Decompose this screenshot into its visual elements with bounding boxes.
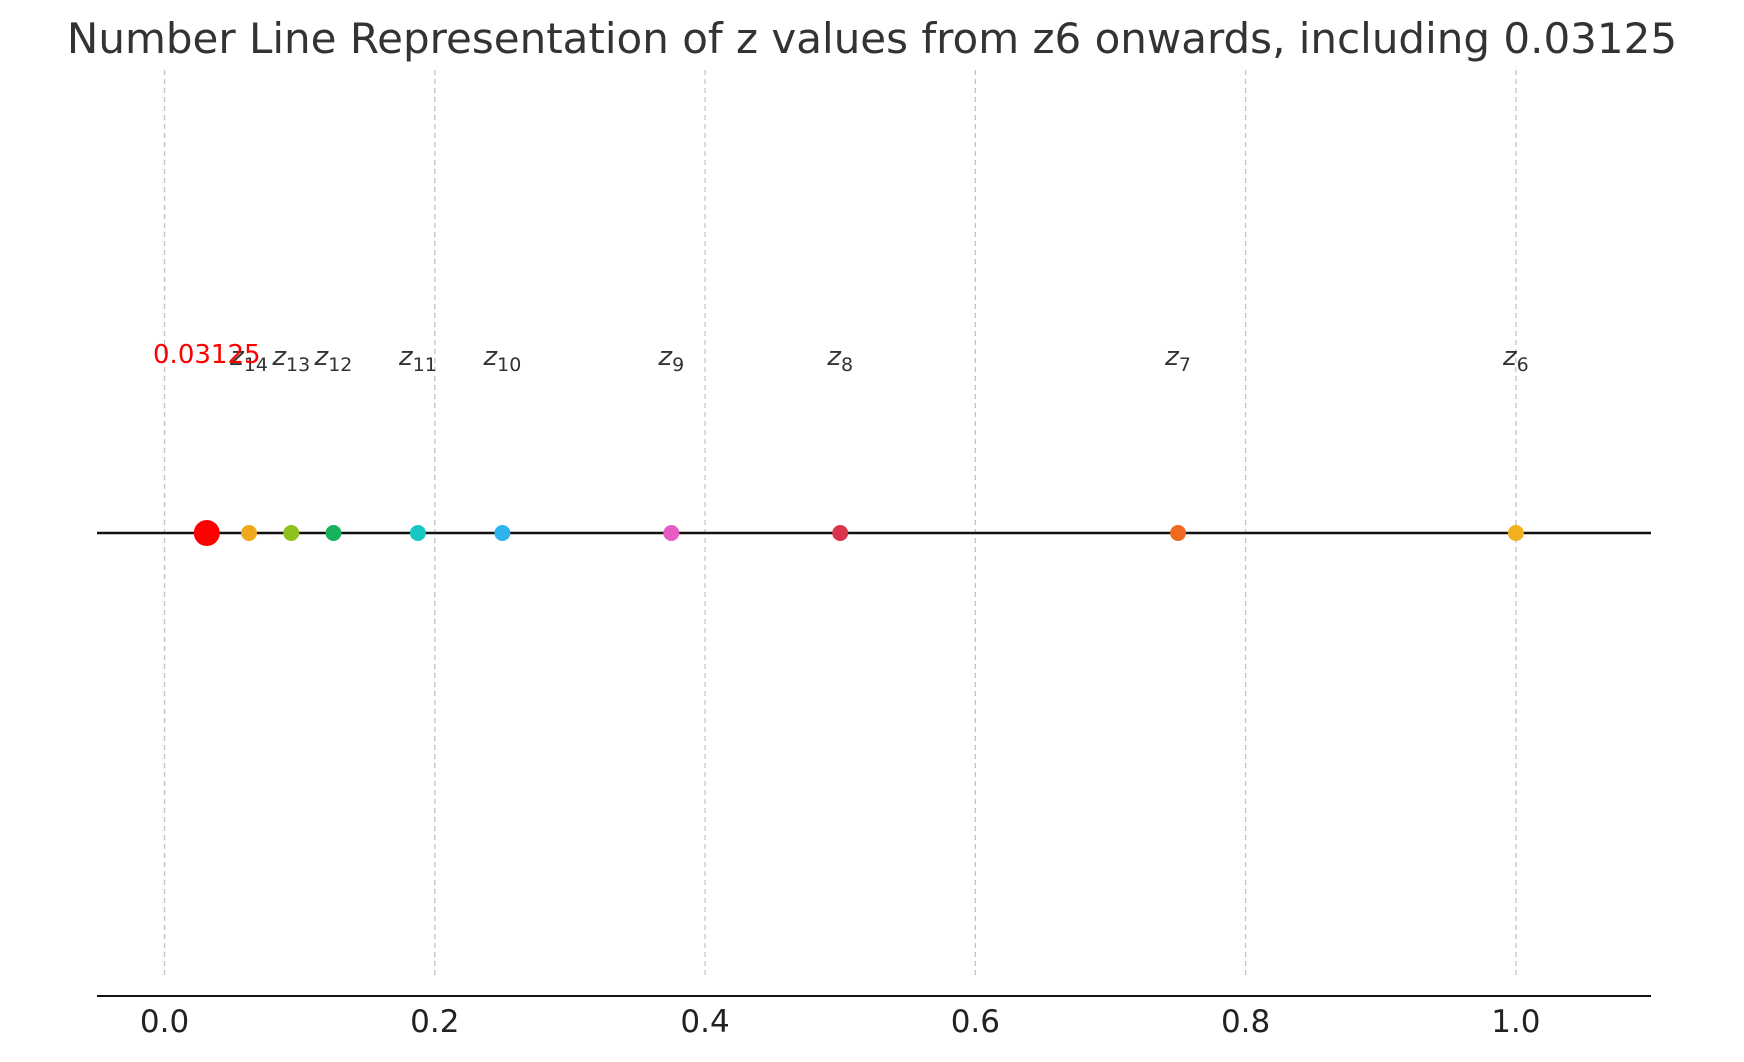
- point-label-z9: z9: [657, 342, 684, 376]
- data-point-z9: [663, 525, 680, 541]
- data-point-z8: [832, 525, 849, 541]
- data-points: [193, 520, 1524, 546]
- x-tick-label: 0.6: [951, 1004, 1000, 1040]
- point-label-z12: z12: [314, 342, 353, 376]
- data-point-z10: [494, 525, 511, 541]
- x-tick-label: 1.0: [1491, 1004, 1540, 1040]
- point-label-z8: z8: [826, 342, 853, 376]
- x-tick-label: 0.2: [410, 1004, 459, 1040]
- data-point-z14: [241, 525, 258, 541]
- point-label-z7: z7: [1164, 342, 1191, 376]
- x-tick-label: 0.4: [680, 1004, 729, 1040]
- point-label-z6: z6: [1502, 342, 1529, 376]
- data-point-z7: [1170, 525, 1187, 541]
- point-label-z14: z14: [229, 342, 268, 376]
- data-point-z12: [325, 525, 342, 541]
- data-point-z6: [1507, 525, 1524, 541]
- data-point-z13: [283, 525, 300, 541]
- x-axis-ticks: 0.0 0.2 0.4 0.6 0.8 1.0: [140, 1004, 1541, 1040]
- highlight-label: 0.03125: [153, 340, 261, 370]
- x-tick-label: 0.0: [140, 1004, 189, 1040]
- x-tick-label: 0.8: [1221, 1004, 1270, 1040]
- chart-title: Number Line Representation of z values f…: [67, 14, 1677, 63]
- point-label-z10: z10: [482, 342, 521, 376]
- highlight-point: [193, 520, 220, 546]
- point-label-z11: z11: [398, 342, 437, 376]
- grid-lines: [163, 70, 1517, 975]
- data-point-z11: [409, 525, 426, 541]
- point-label-z13: z13: [271, 342, 310, 376]
